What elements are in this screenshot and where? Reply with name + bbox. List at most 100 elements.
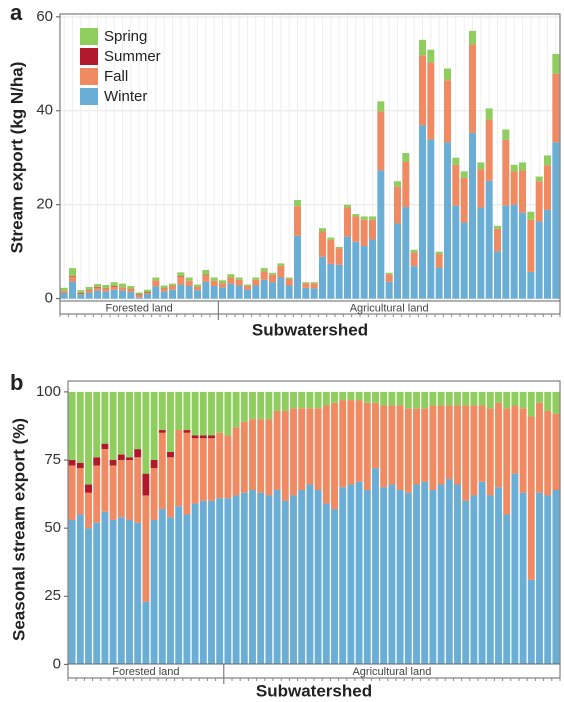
plot-background bbox=[68, 381, 560, 678]
bar-segment bbox=[294, 235, 301, 299]
bar-segment bbox=[552, 413, 560, 490]
bar-segment bbox=[454, 391, 461, 406]
bar-segment bbox=[298, 408, 306, 490]
bar-segment bbox=[117, 454, 125, 461]
bar-segment bbox=[185, 280, 193, 286]
bar-segment bbox=[462, 500, 470, 665]
bar-segment bbox=[232, 427, 240, 496]
bar-segment bbox=[402, 207, 410, 299]
bar-segment bbox=[310, 288, 318, 299]
bar-segment bbox=[331, 402, 338, 510]
bar-segment bbox=[117, 460, 125, 518]
bar-segment bbox=[372, 468, 379, 665]
bar-segment bbox=[377, 101, 385, 112]
bar-segment bbox=[227, 283, 235, 299]
bar-segment bbox=[235, 279, 243, 286]
bar-segment bbox=[257, 492, 265, 665]
bar-segment bbox=[126, 391, 133, 458]
bar-segment bbox=[252, 285, 260, 299]
bar-segment bbox=[331, 391, 338, 403]
legend-label: Summer bbox=[104, 48, 161, 65]
bar-segment bbox=[160, 291, 168, 299]
bar-segment bbox=[94, 287, 101, 291]
bar-segment bbox=[183, 430, 191, 433]
bar-segment bbox=[177, 284, 185, 299]
bar-segment bbox=[277, 277, 285, 299]
bar-segment bbox=[511, 391, 519, 406]
bar-segment bbox=[355, 400, 363, 482]
bar-segment bbox=[244, 284, 251, 286]
bar-segment bbox=[227, 277, 235, 284]
bar-segment bbox=[404, 492, 412, 665]
bar-segment bbox=[281, 391, 289, 411]
bar-segment bbox=[495, 391, 502, 403]
bar-segment bbox=[101, 443, 109, 450]
bar-segment bbox=[331, 509, 338, 665]
bar-segment bbox=[298, 391, 306, 409]
bar-segment bbox=[485, 119, 493, 181]
bar-segment bbox=[93, 457, 101, 466]
bar-segment bbox=[76, 462, 84, 469]
bar-segment bbox=[363, 391, 371, 403]
bar-segment bbox=[76, 391, 84, 463]
bar-segment bbox=[177, 276, 185, 285]
bar-segment bbox=[369, 216, 376, 220]
bar-segment bbox=[77, 294, 85, 299]
bar-segment bbox=[208, 438, 215, 501]
bar-segment bbox=[402, 161, 410, 208]
bar-segment bbox=[419, 39, 426, 56]
bar-segment bbox=[285, 278, 293, 286]
bar-segment bbox=[302, 287, 310, 299]
bar-segment bbox=[158, 430, 166, 433]
bar-segment bbox=[460, 177, 468, 223]
bar-segment bbox=[208, 435, 215, 439]
bar-segment bbox=[219, 283, 226, 288]
bar-segment bbox=[544, 410, 552, 496]
bar-segment bbox=[158, 391, 166, 431]
bar-segment bbox=[385, 272, 393, 275]
bar-segment bbox=[252, 277, 260, 280]
bar-segment bbox=[503, 514, 511, 665]
bar-segment bbox=[252, 279, 260, 286]
bar-segment bbox=[419, 125, 426, 299]
bar-segment bbox=[360, 246, 368, 299]
bar-segment bbox=[127, 289, 135, 293]
bar-segment bbox=[85, 391, 92, 485]
bar-segment bbox=[404, 408, 412, 493]
bar-segment bbox=[210, 280, 218, 286]
bar-segment bbox=[269, 272, 276, 275]
bar-segment bbox=[144, 289, 151, 293]
bar-segment bbox=[232, 391, 240, 428]
bar-segment bbox=[77, 293, 85, 295]
bar-segment bbox=[216, 391, 224, 433]
bar-segment bbox=[421, 481, 429, 665]
legend-label: Winter bbox=[104, 88, 147, 105]
bar-segment bbox=[502, 205, 510, 299]
bar-segment bbox=[486, 495, 494, 665]
bar-segment bbox=[306, 391, 314, 409]
bar-segment bbox=[240, 391, 248, 422]
bar-segment bbox=[445, 479, 453, 665]
bar-segment bbox=[319, 256, 326, 299]
bar-segment bbox=[486, 391, 494, 409]
bar-segment bbox=[85, 286, 93, 290]
bar-segment bbox=[210, 285, 218, 299]
bar-segment bbox=[77, 290, 85, 294]
bar-segment bbox=[191, 435, 199, 439]
bar-segment bbox=[478, 481, 486, 665]
bar-segment bbox=[470, 391, 478, 406]
bar-segment bbox=[142, 391, 150, 474]
x-axis-title: Subwatershed bbox=[256, 681, 372, 700]
y-tick-label: 25 bbox=[44, 587, 61, 604]
bar-segment bbox=[260, 271, 268, 280]
bar-segment bbox=[469, 44, 476, 133]
bar-segment bbox=[152, 286, 160, 299]
bar-segment bbox=[208, 391, 215, 436]
panel-label: b bbox=[10, 370, 23, 395]
group-label: Agricultural land bbox=[350, 302, 429, 314]
bar-segment bbox=[527, 271, 535, 299]
bar-segment bbox=[175, 506, 183, 665]
y-tick-label: 40 bbox=[36, 102, 53, 119]
bar-segment bbox=[298, 489, 306, 665]
